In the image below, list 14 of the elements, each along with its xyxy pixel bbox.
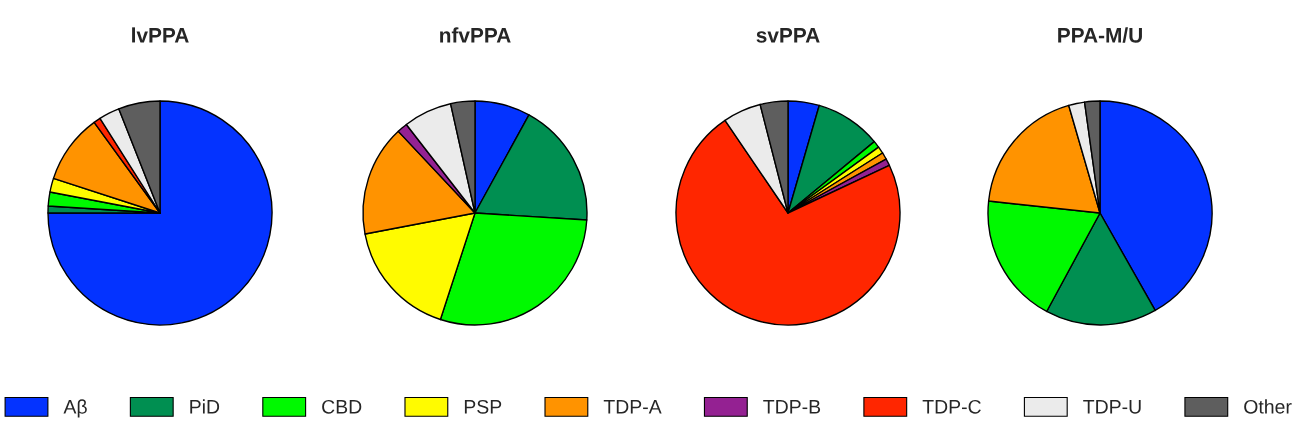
legend-label: TDP-C <box>922 399 981 414</box>
pie-slice <box>47 100 273 326</box>
legend-label: TDP-A <box>603 400 662 414</box>
legend-label: PSP <box>464 399 502 414</box>
legend-label: TDP-B <box>763 400 821 414</box>
legend-label: CBD <box>322 399 362 414</box>
chart-title: lvPPA <box>132 27 189 43</box>
legend-label: PiD <box>190 399 220 414</box>
legend-label: TDP-U <box>1083 400 1141 414</box>
chart-title: nfvPPA <box>440 27 511 43</box>
legend-label: Other <box>1244 399 1292 414</box>
legend-label: Aβ <box>63 399 87 418</box>
chart-title: svPPA <box>756 28 820 43</box>
chart-title: PPA-M/U <box>1058 27 1142 43</box>
